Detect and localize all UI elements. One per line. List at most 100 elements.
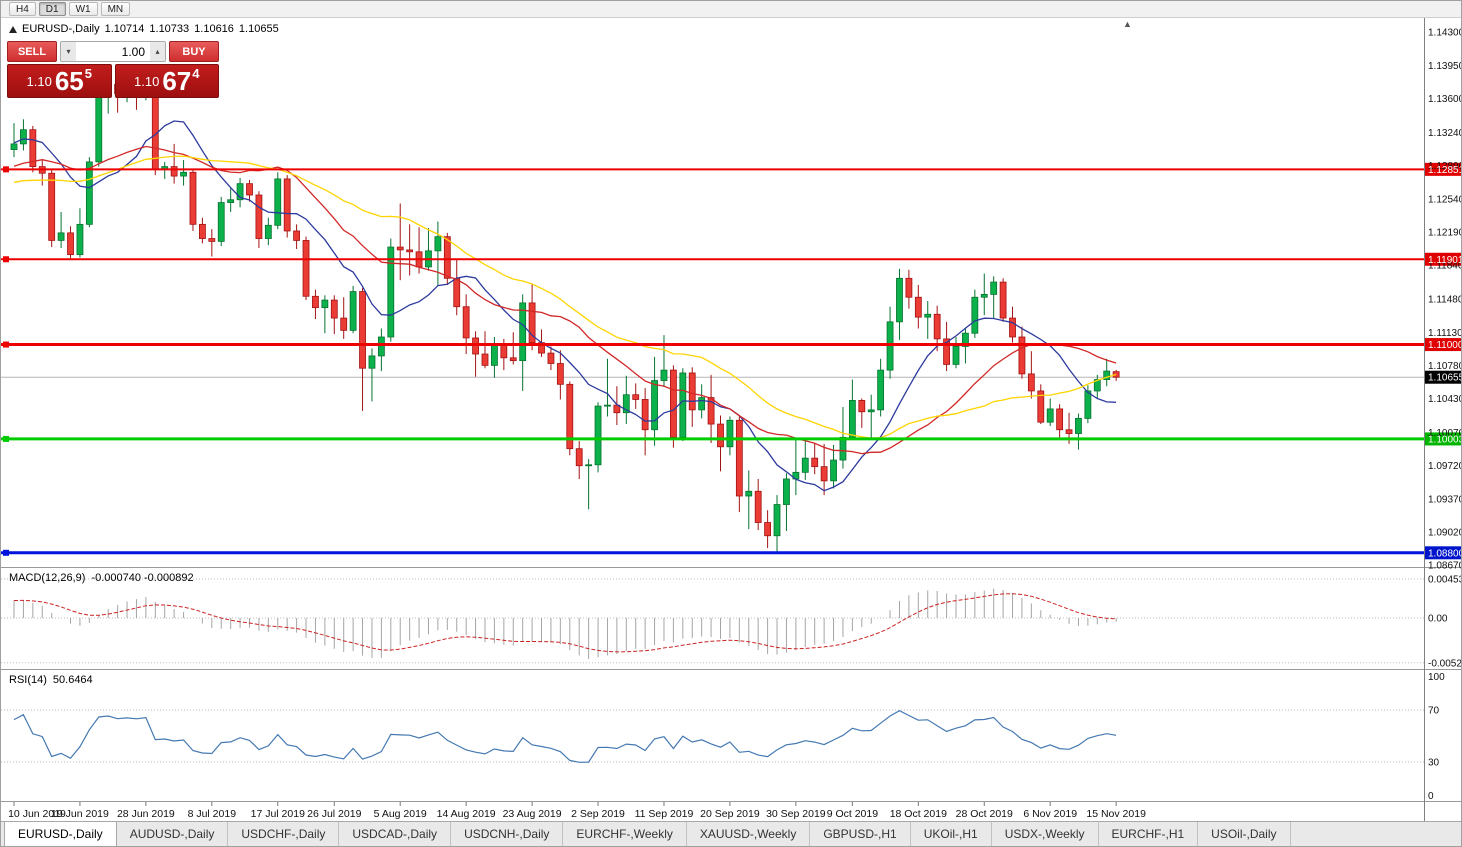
candle[interactable] (848, 379, 856, 440)
tab-audusd-daily[interactable]: AUDUSD-,Daily (117, 822, 229, 846)
candle[interactable] (566, 381, 574, 456)
candle[interactable] (980, 273, 988, 316)
tab-usdcad-daily[interactable]: USDCAD-,Daily (339, 822, 452, 846)
candle[interactable] (707, 374, 715, 444)
candle[interactable] (764, 510, 771, 549)
timeframe-button-mn[interactable]: MN (100, 2, 131, 16)
candle[interactable] (29, 125, 37, 173)
tab-gbpusd-h1[interactable]: GBPUSD-,H1 (810, 822, 911, 846)
candle[interactable] (236, 177, 244, 208)
tab-eurusd-daily[interactable]: EURUSD-,Daily (4, 821, 117, 846)
candle[interactable] (264, 217, 272, 246)
candle[interactable] (208, 229, 216, 257)
candle[interactable] (867, 394, 875, 439)
candle[interactable] (622, 375, 630, 425)
candle[interactable] (48, 169, 56, 248)
candle[interactable] (406, 224, 414, 276)
candle[interactable] (999, 278, 1007, 322)
candle[interactable] (528, 283, 536, 351)
candle[interactable] (359, 287, 366, 411)
candle[interactable] (189, 168, 197, 231)
candle[interactable] (198, 217, 206, 244)
candle[interactable] (914, 284, 922, 329)
volume-input[interactable] (76, 42, 150, 61)
hline-handle[interactable] (3, 166, 9, 173)
sell-button[interactable]: SELL (7, 41, 57, 62)
candle[interactable] (801, 440, 809, 480)
candle[interactable] (783, 473, 790, 532)
candle[interactable] (170, 143, 178, 184)
candle[interactable] (302, 236, 310, 301)
candle[interactable] (396, 203, 404, 281)
candle[interactable] (754, 478, 762, 531)
tab-xauusd-weekly[interactable]: XAUUSD-,Weekly (687, 822, 811, 846)
hline-handle[interactable] (3, 549, 9, 556)
candle[interactable] (735, 416, 743, 513)
candle[interactable] (651, 356, 658, 446)
candle[interactable] (481, 331, 489, 369)
candle[interactable] (575, 441, 583, 479)
candle[interactable] (1009, 306, 1016, 343)
candle[interactable] (293, 224, 301, 249)
candle[interactable] (76, 208, 84, 258)
candle[interactable] (10, 123, 18, 158)
candle[interactable] (1046, 398, 1054, 426)
candle[interactable] (830, 444, 837, 489)
candle[interactable] (924, 301, 932, 339)
candle[interactable] (820, 443, 828, 496)
candle[interactable] (1093, 374, 1101, 399)
candle[interactable] (1075, 413, 1082, 450)
candle[interactable] (971, 289, 979, 338)
candle[interactable] (726, 416, 734, 456)
candle[interactable] (594, 402, 602, 473)
hline-handle[interactable] (3, 256, 9, 263)
volume-increment-button[interactable]: ▴ (150, 42, 165, 61)
candle[interactable] (434, 221, 442, 286)
candle[interactable] (1103, 358, 1111, 387)
candle[interactable] (688, 367, 696, 427)
candle[interactable] (1018, 326, 1026, 379)
candle[interactable] (330, 295, 338, 335)
candle[interactable] (1084, 385, 1092, 424)
candle[interactable] (274, 172, 282, 230)
tab-usoil-daily[interactable]: USOil-,Daily (1198, 822, 1291, 846)
tab-usdx-weekly[interactable]: USDX-,Weekly (992, 822, 1099, 846)
candle[interactable] (632, 383, 640, 409)
candle[interactable] (717, 415, 724, 472)
candle[interactable] (858, 398, 866, 428)
candle[interactable] (990, 276, 998, 319)
tab-eurchf-weekly[interactable]: EURCHF-,Weekly (563, 822, 687, 846)
tab-usdcnh-daily[interactable]: USDCNH-,Daily (451, 822, 564, 846)
candle[interactable] (745, 470, 753, 530)
candle[interactable] (509, 332, 517, 365)
volume-decrement-button[interactable]: ▾ (61, 42, 76, 61)
candle[interactable] (217, 196, 225, 247)
candle[interactable] (312, 289, 319, 320)
candle[interactable] (377, 328, 385, 372)
candle[interactable] (67, 226, 74, 260)
candle[interactable] (585, 459, 593, 510)
chart-canvas[interactable]: 1.14300 1.13950 1.13600 1.13240 1.12890 1.125… (1, 1, 1462, 823)
candle[interactable] (547, 346, 555, 371)
timeframe-button-h4[interactable]: H4 (9, 2, 36, 16)
candle[interactable] (255, 191, 263, 249)
time-axis[interactable] (13, 802, 1117, 806)
tab-eurchf-h1[interactable]: EURCHF-,H1 (1099, 822, 1199, 846)
sell-price-display[interactable]: 1.10 65 5 (7, 64, 112, 98)
candle[interactable] (246, 179, 253, 202)
candle[interactable] (368, 348, 376, 402)
candle[interactable] (773, 495, 781, 552)
candle[interactable] (1037, 384, 1045, 425)
candle[interactable] (227, 188, 235, 213)
candle[interactable] (698, 384, 706, 419)
buy-button[interactable]: BUY (169, 41, 219, 62)
hline-handle[interactable] (3, 435, 9, 442)
buy-price-display[interactable]: 1.10 67 4 (114, 64, 219, 98)
candle[interactable] (340, 297, 348, 339)
timeframe-button-d1[interactable]: D1 (38, 2, 66, 16)
candle[interactable] (57, 212, 65, 249)
candle[interactable] (1027, 351, 1035, 399)
tab-usdchf-daily[interactable]: USDCHF-,Daily (228, 822, 340, 846)
candle[interactable] (283, 175, 291, 238)
candle[interactable] (180, 159, 187, 186)
